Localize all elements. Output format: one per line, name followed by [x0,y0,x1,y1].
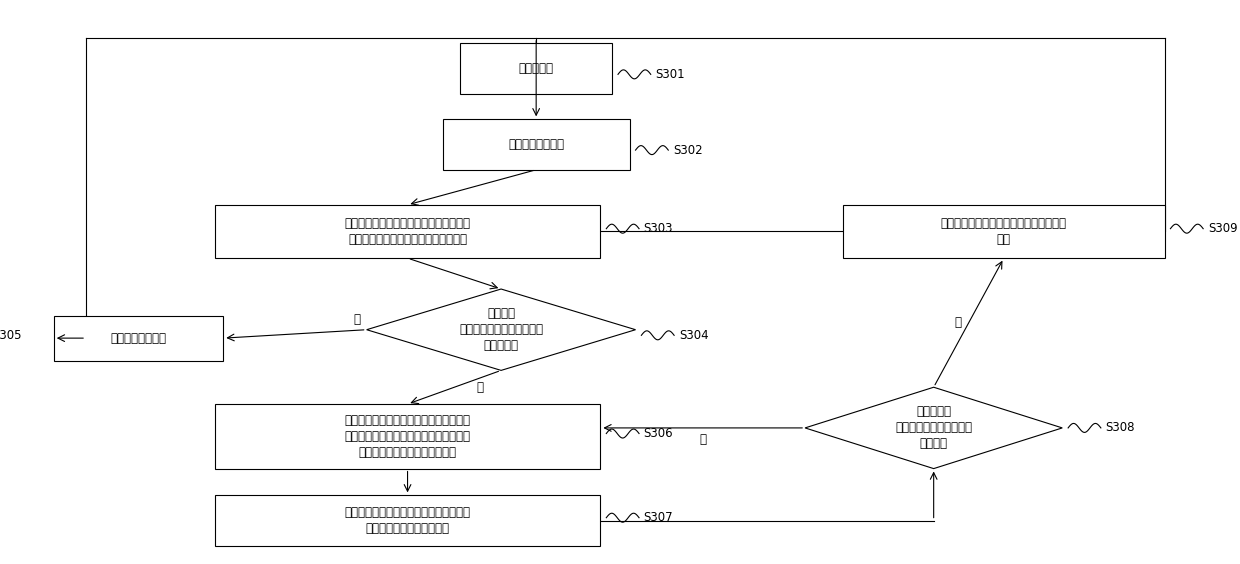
Text: S305: S305 [0,329,21,342]
Text: 否: 否 [955,316,962,329]
FancyBboxPatch shape [843,205,1164,258]
Text: S304: S304 [678,329,708,342]
Text: S307: S307 [644,511,673,524]
Text: S302: S302 [673,144,703,157]
Polygon shape [367,289,636,371]
Text: 发送测试信号以测试第一目标对象是否依
然处于第一感应距离范围内: 发送测试信号以测试第一目标对象是否依 然处于第一感应距离范围内 [345,506,470,535]
Text: S308: S308 [1106,421,1135,434]
FancyBboxPatch shape [460,43,613,94]
Text: S301: S301 [656,68,684,81]
FancyBboxPatch shape [443,119,630,170]
FancyBboxPatch shape [53,316,223,360]
Text: S309: S309 [1208,222,1238,235]
FancyBboxPatch shape [215,495,600,546]
Text: 降低第一红外信号的发射强度，得到第二
红外信号，在第二红外信号对应的第二感
应距离范围内执行第二感应操作: 降低第一红外信号的发射强度，得到第二 红外信号，在第二红外信号对应的第二感 应距… [345,414,470,459]
Text: 系统初始化: 系统初始化 [518,62,554,75]
Text: 发射第一红外信号: 发射第一红外信号 [508,138,564,151]
Text: 判断第一目
标对象对测试信号的接收
是否有效: 判断第一目 标对象对测试信号的接收 是否有效 [895,406,972,451]
Text: 确定第一目标对象不处于第一感应距离范
围内: 确定第一目标对象不处于第一感应距离范 围内 [941,217,1066,246]
Text: 是: 是 [699,433,707,446]
FancyBboxPatch shape [215,404,600,469]
Text: 是: 是 [476,381,484,394]
Text: 否: 否 [353,313,361,326]
FancyBboxPatch shape [215,205,600,258]
Polygon shape [805,387,1063,469]
Text: S303: S303 [644,222,673,235]
Text: 判断第一
目标对象是否处于第一感应
距离范围内: 判断第一 目标对象是否处于第一感应 距离范围内 [459,307,543,352]
Text: 执行第一感应操作: 执行第一感应操作 [110,332,166,345]
Text: 在第一红外信号对应的第一感应距离范围
内检测到第一目标对象以执行感应操作: 在第一红外信号对应的第一感应距离范围 内检测到第一目标对象以执行感应操作 [345,217,470,246]
Text: S306: S306 [644,427,673,440]
